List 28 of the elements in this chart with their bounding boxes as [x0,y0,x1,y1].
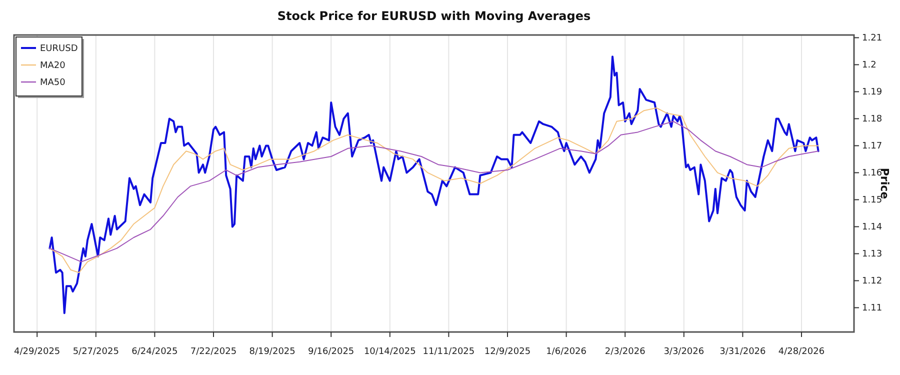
x-tick-label: 1/6/2026 [546,347,587,357]
x-tick-label: 3/31/2026 [720,347,766,357]
x-tick-label: 2/3/2026 [604,347,646,357]
x-tick-label: 9/16/2025 [308,347,354,357]
x-tick-label: 11/11/2025 [422,347,475,357]
x-tick-label: 10/14/2025 [364,347,416,357]
x-tick-label: 3/3/2026 [664,347,704,357]
x-tick-label: 4/28/2026 [778,347,825,357]
y-tick-label: 1.18 [862,114,882,125]
y-tick-label: 1.19 [862,88,882,98]
y-tick-label: 1.2 [862,60,876,71]
chart-title: Stock Price for EURUSD with Moving Averages [277,9,591,23]
legend-label: EURUSD [40,44,78,54]
y-tick-label: 1.14 [862,222,882,233]
y-tick-label: 1.13 [862,250,882,260]
x-tick-label: 12/9/2025 [484,347,531,357]
y-tick-label: 1.21 [862,34,882,44]
x-tick-label: 7/22/2025 [190,347,237,357]
legend-label: MA20 [40,61,66,71]
x-tick-label: 5/27/2025 [72,347,119,357]
y-tick-label: 1.12 [862,276,882,287]
y-tick-label: 1.16 [862,168,882,179]
x-tick-label: 6/24/2025 [132,347,178,357]
legend-label: MA50 [40,78,66,88]
y-tick-label: 1.17 [862,142,882,152]
x-tick-label: 8/19/2025 [249,347,296,357]
y-tick-label: 1.11 [862,304,882,314]
x-tick-label: 4/29/2025 [14,347,60,357]
